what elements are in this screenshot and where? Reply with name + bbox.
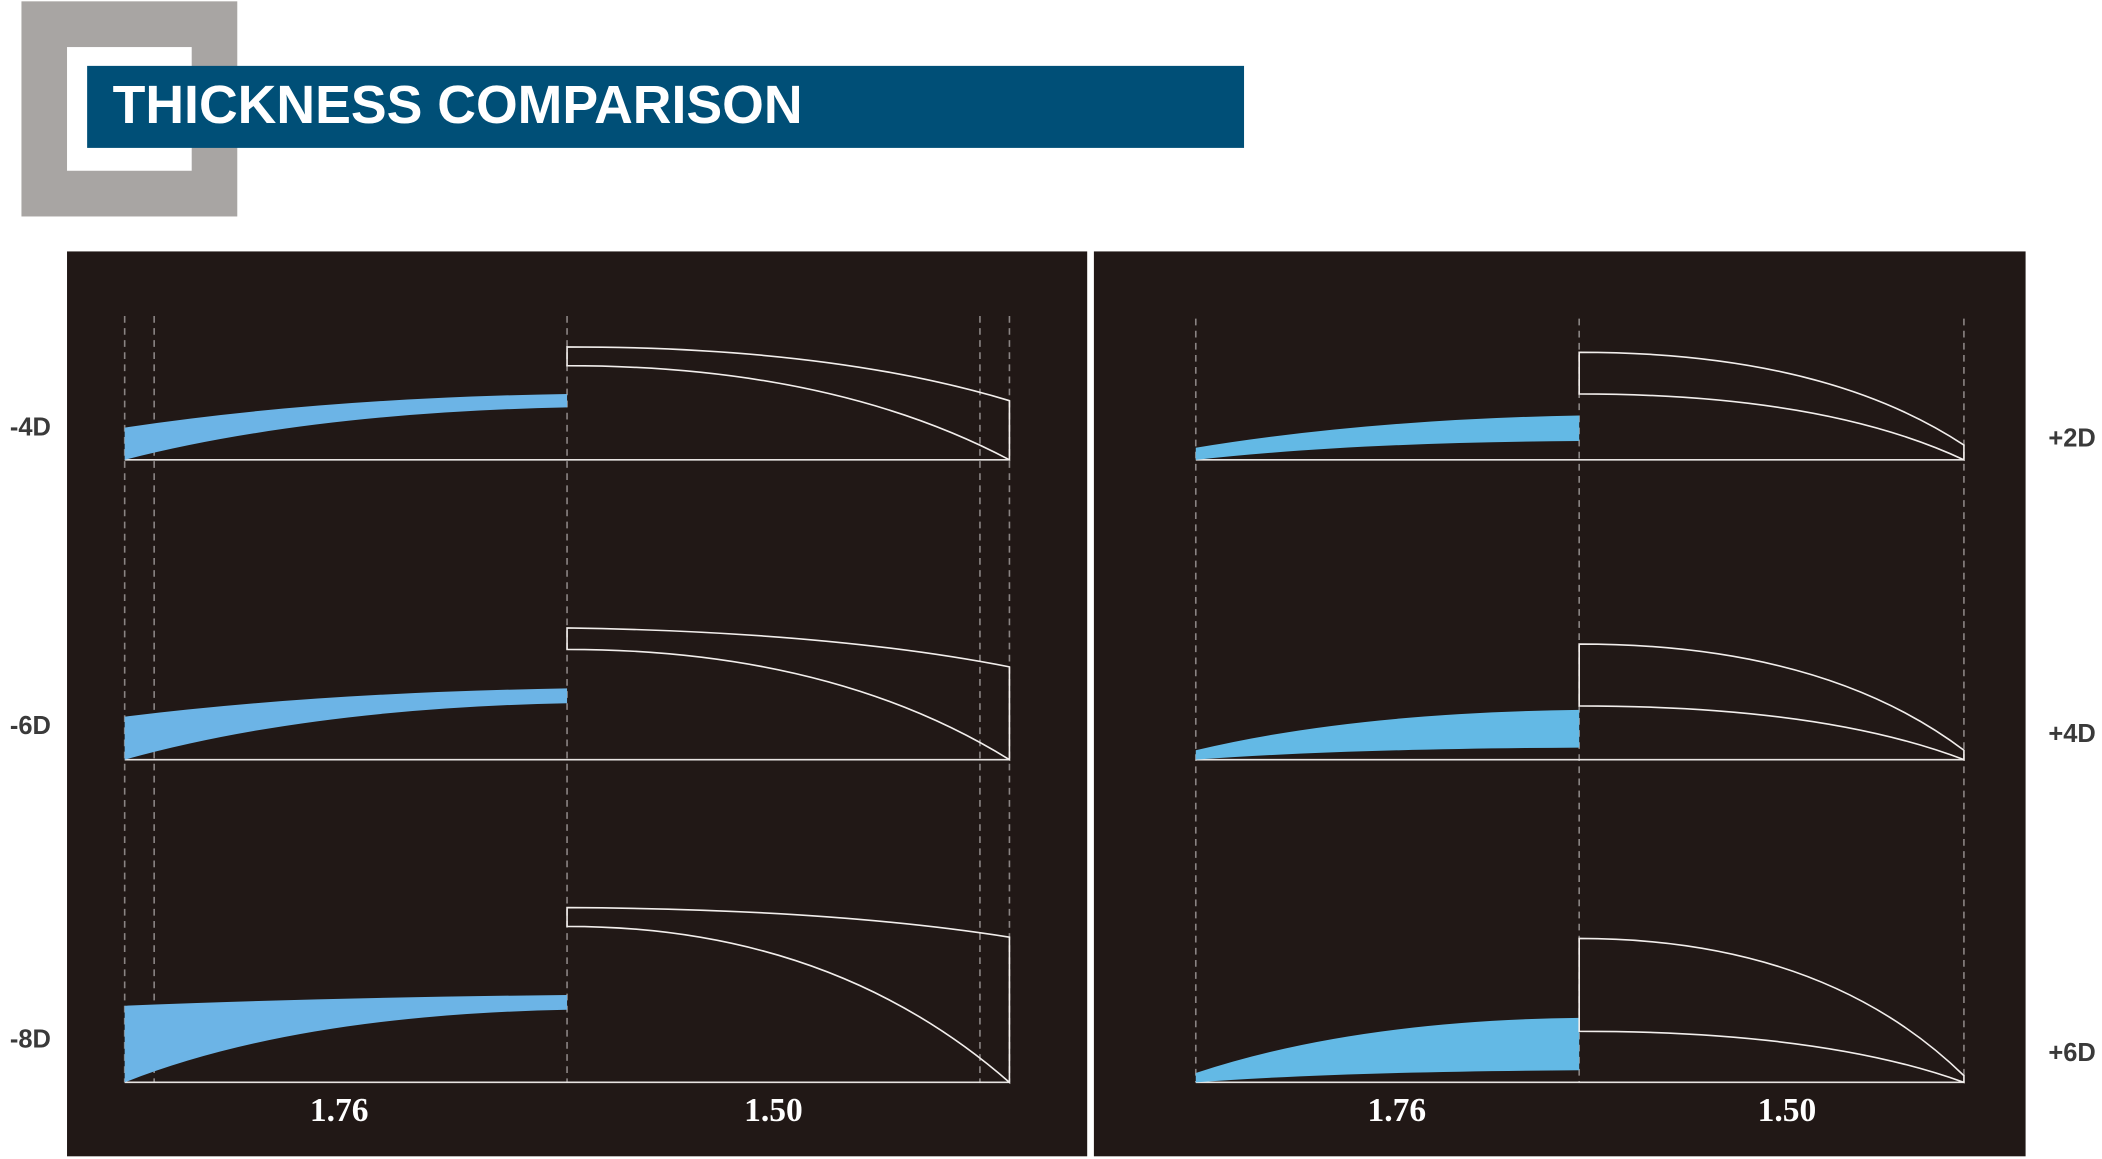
lens-l (124, 994, 568, 1083)
lens-1-76 (124, 393, 568, 1083)
lens-l (124, 688, 568, 760)
header: THICKNESS COMPARISON (21, 1, 1245, 217)
row-label: +6D (2048, 1039, 2095, 1067)
column-label: 1.76 (1368, 1092, 1427, 1129)
outline (566, 627, 1011, 762)
row-label: -8D (10, 1025, 51, 1053)
outline (1578, 937, 1965, 1084)
column-label: 1.50 (744, 1092, 803, 1129)
panel-plus: 1.76 1.50 (1093, 251, 2026, 1157)
lens-r (1195, 415, 1580, 460)
title: THICKNESS COMPARISON (113, 75, 803, 135)
lens-1-76 (1195, 415, 1580, 1083)
title-bar (87, 65, 1245, 148)
outline (1578, 643, 1965, 761)
panel-minus: 1.76 1.50 (67, 251, 1088, 1157)
row-label: -4D (10, 414, 51, 442)
row-label: +4D (2048, 720, 2095, 748)
outline (566, 906, 1011, 1085)
outline (566, 346, 1011, 462)
outline (1578, 351, 1965, 462)
lens-1-50 (566, 346, 1011, 1085)
column-label: 1.50 (1758, 1092, 1817, 1129)
column-label: 1.76 (310, 1092, 369, 1129)
lens-r (1195, 709, 1580, 760)
row-label: +2D (2048, 424, 2095, 452)
row-label: -6D (10, 712, 51, 740)
lens-l (124, 393, 568, 460)
lens-r (1195, 1017, 1580, 1083)
lens-1-50 (1578, 351, 1965, 1084)
